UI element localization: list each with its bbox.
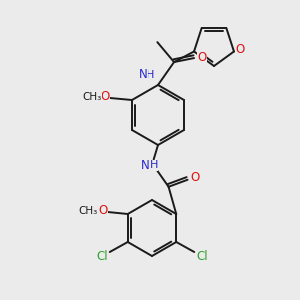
- Text: H: H: [149, 160, 158, 170]
- Text: O: O: [235, 43, 244, 56]
- Text: O: O: [190, 171, 199, 184]
- Text: CH₃: CH₃: [82, 92, 102, 102]
- Text: CH₃: CH₃: [78, 206, 98, 216]
- Text: O: O: [197, 51, 207, 64]
- Text: O: O: [98, 205, 107, 218]
- Text: N: N: [141, 159, 150, 172]
- Text: H: H: [146, 70, 154, 80]
- Text: Cl: Cl: [96, 250, 108, 263]
- Text: O: O: [100, 91, 109, 103]
- Text: Cl: Cl: [196, 250, 208, 263]
- Text: N: N: [139, 68, 147, 82]
